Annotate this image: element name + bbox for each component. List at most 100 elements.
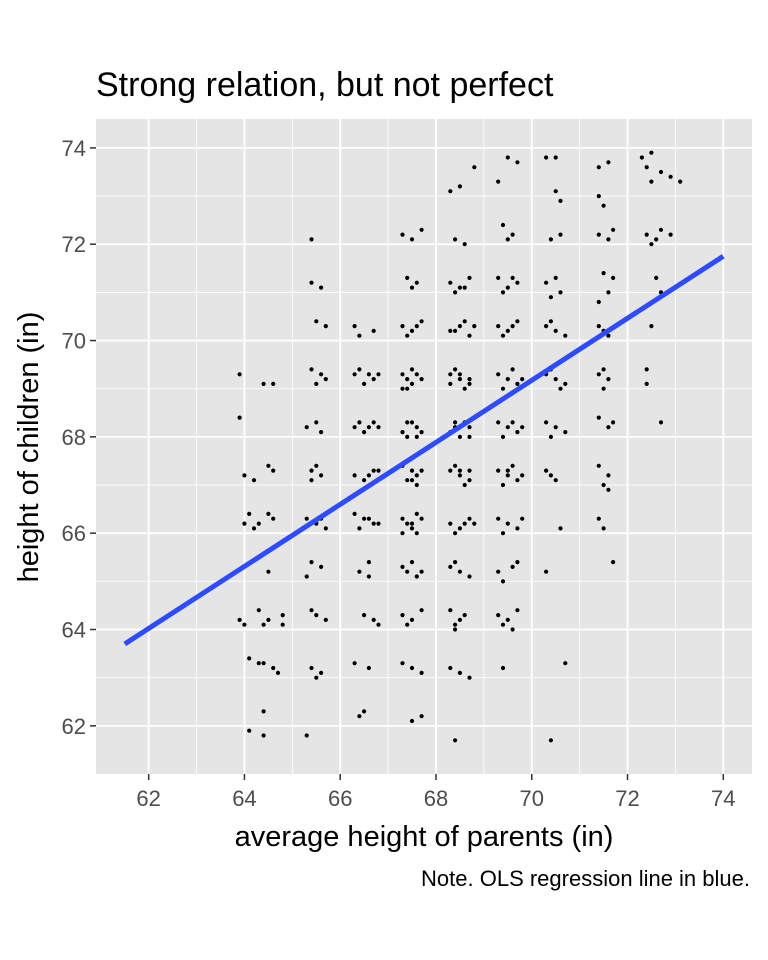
- data-point: [649, 242, 654, 247]
- data-point: [371, 521, 376, 526]
- data-point: [319, 670, 324, 676]
- data-point: [409, 560, 415, 565]
- data-point: [400, 372, 405, 377]
- data-point: [409, 617, 415, 623]
- data-point: [309, 367, 314, 372]
- data-point: [419, 430, 424, 435]
- data-point: [520, 377, 525, 382]
- data-point: [563, 381, 568, 386]
- data-point: [515, 381, 520, 386]
- data-point: [453, 290, 458, 295]
- data-point: [362, 381, 367, 386]
- data-point: [271, 381, 276, 386]
- data-point: [261, 733, 266, 738]
- data-point: [544, 420, 549, 425]
- data-point: [548, 319, 554, 324]
- data-point: [658, 169, 664, 175]
- x-axis-title: average height of parents (in): [235, 821, 614, 853]
- data-point: [256, 521, 261, 526]
- data-point: [309, 560, 314, 565]
- grid-lines: [96, 119, 752, 774]
- data-point: [500, 531, 506, 536]
- data-point: [496, 275, 501, 280]
- data-point: [649, 179, 654, 184]
- data-point: [505, 617, 510, 623]
- data-point: [323, 617, 328, 623]
- data-point: [596, 372, 601, 377]
- data-point: [242, 473, 247, 478]
- data-point: [553, 377, 558, 382]
- data-point: [563, 333, 568, 338]
- data-point: [500, 434, 506, 439]
- data-point: [366, 425, 371, 430]
- data-point: [304, 425, 309, 430]
- data-point: [505, 377, 510, 382]
- data-point: [505, 237, 510, 242]
- data-point: [314, 319, 319, 324]
- data-point: [352, 324, 357, 329]
- data-point: [419, 377, 424, 382]
- data-point: [256, 608, 261, 613]
- data-point: [515, 280, 520, 285]
- data-point: [544, 280, 549, 285]
- data-point: [606, 333, 611, 338]
- data-point: [314, 675, 319, 680]
- data-point: [448, 468, 453, 473]
- data-point: [601, 367, 606, 372]
- data-point: [649, 150, 654, 155]
- chart-caption: Note. OLS regression line in blue.: [421, 866, 750, 891]
- data-point: [462, 242, 467, 247]
- data-point: [457, 324, 462, 329]
- data-point: [611, 420, 616, 425]
- data-point: [242, 521, 247, 526]
- data-point: [409, 285, 415, 290]
- data-point: [453, 463, 458, 468]
- data-point: [505, 328, 510, 333]
- data-point: [606, 377, 611, 382]
- data-point: [472, 324, 477, 329]
- data-point: [678, 179, 683, 184]
- data-point: [457, 670, 462, 676]
- data-point: [510, 463, 515, 468]
- data-point: [654, 237, 659, 242]
- data-point: [500, 386, 506, 391]
- data-point: [266, 617, 271, 623]
- data-point: [500, 579, 506, 584]
- data-point: [314, 420, 319, 425]
- data-point: [596, 165, 601, 170]
- data-point: [558, 526, 563, 531]
- data-point: [419, 608, 424, 613]
- data-point: [644, 165, 649, 170]
- data-point: [409, 328, 415, 333]
- data-point: [505, 425, 510, 430]
- data-point: [453, 560, 458, 565]
- data-point: [409, 420, 415, 425]
- data-point: [419, 714, 424, 719]
- data-point: [261, 622, 266, 627]
- y-tick-label: 66: [62, 521, 86, 546]
- data-point: [500, 333, 506, 338]
- data-point: [654, 275, 659, 280]
- data-point: [496, 324, 501, 329]
- x-tick-label: 72: [615, 786, 639, 811]
- data-point: [419, 670, 424, 676]
- data-point: [357, 526, 362, 531]
- data-point: [548, 295, 554, 300]
- data-point: [251, 526, 257, 531]
- y-tick-label: 68: [62, 425, 86, 450]
- data-point: [606, 425, 611, 430]
- data-point: [553, 155, 558, 160]
- data-point: [309, 468, 314, 473]
- data-point: [247, 656, 252, 661]
- data-point: [409, 665, 415, 671]
- data-point: [271, 468, 276, 473]
- data-point: [414, 425, 419, 430]
- data-point: [453, 328, 458, 333]
- data-point: [601, 482, 606, 488]
- data-point: [496, 420, 501, 425]
- data-point: [266, 511, 271, 516]
- data-point: [366, 473, 371, 478]
- data-point: [352, 511, 357, 516]
- data-point: [319, 564, 324, 570]
- x-tick-label: 68: [424, 786, 448, 811]
